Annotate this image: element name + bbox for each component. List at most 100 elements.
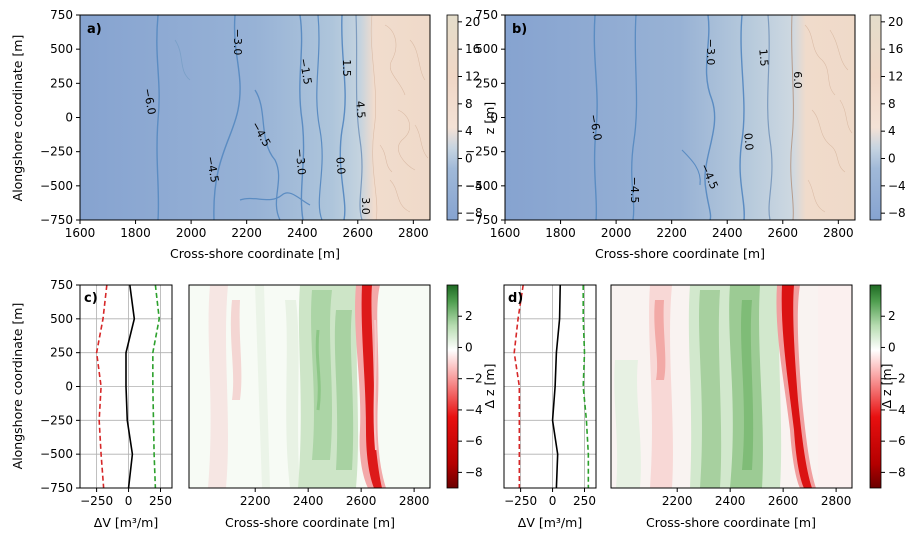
y-tick-label: −500 — [465, 179, 498, 193]
y-tick-label: 500 — [50, 312, 73, 326]
colorbar-tick-label: 8 — [465, 97, 473, 111]
x-tick-label: 2800 — [823, 226, 854, 240]
panel-a-colorbar-label: z [m] — [482, 102, 497, 134]
panel-c-lines — [95, 284, 161, 489]
x-tick-label: 2400 — [293, 494, 324, 508]
colorbar-tick-label: −4 — [888, 403, 906, 417]
y-tick-label: 250 — [50, 76, 73, 90]
panel-b-x-ticks: 1600 1800 2000 2200 2400 2600 2800 — [490, 220, 854, 240]
y-tick-label: 750 — [50, 278, 73, 292]
solid-series-line — [125, 284, 136, 489]
contour-label: 3.0 — [359, 197, 372, 215]
colorbar-tick-label: −8 — [465, 206, 483, 220]
panel-c-profile-x-label: ΔV [m³/m] — [94, 515, 158, 530]
x-tick-label: 1600 — [490, 226, 521, 240]
y-tick-label: −750 — [40, 213, 73, 227]
panel-d-map-x-label: Cross-shore coordinate [m] — [646, 515, 816, 530]
colorbar-tick-label: −6 — [465, 434, 483, 448]
y-tick-label: −250 — [40, 145, 73, 159]
panel-d-lines — [513, 284, 590, 489]
x-tick-label: 2800 — [821, 494, 852, 508]
y-tick-label: 250 — [50, 346, 73, 360]
y-tick-label: 250 — [475, 76, 498, 90]
panel-b-colorbar — [869, 14, 882, 221]
contour-label: −6.0 — [587, 113, 604, 142]
contour-label: −3.0 — [231, 29, 244, 56]
panel-a-colorbar — [446, 14, 459, 221]
y-tick-label: 0 — [65, 111, 73, 125]
colorbar-tick-label: −2 — [465, 372, 483, 386]
contour-label: 0.0 — [741, 132, 755, 151]
colorbar-tick-label: 2 — [465, 309, 473, 323]
x-tick-label: 2600 — [343, 226, 374, 240]
contour-label: −3.0 — [293, 148, 308, 176]
colorbar-tick-label: 16 — [465, 42, 480, 56]
colorbar-tick-label: 16 — [888, 42, 903, 56]
panel-c-y-ticks: 750 500 250 0 −250 −500 −750 — [40, 278, 80, 495]
panel-d-profile-frame — [503, 284, 597, 489]
contour-label: −4.5 — [628, 177, 641, 204]
x-tick-label: 250 — [149, 494, 172, 508]
panel-a-colorbar-ticks: 20 16 12 8 4 0 −4 −8 — [458, 15, 483, 220]
panel-d-map-frame — [610, 284, 853, 489]
y-tick-label: 750 — [475, 8, 498, 22]
colorbar-tick-label: −6 — [888, 434, 906, 448]
x-tick-label: 2600 — [768, 494, 799, 508]
panel-a-x-ticks: 1600 1800 2000 2200 2400 2600 2800 — [65, 220, 429, 240]
contour-label: 1.5 — [756, 48, 770, 67]
panel-b-y-ticks: 750 500 250 0−250 −500 −750 — [465, 8, 505, 227]
y-tick-label: −750 — [40, 481, 73, 495]
panel-c-map-frame — [188, 284, 431, 489]
colorbar-tick-label: 0 — [888, 340, 896, 354]
contour-label: 4.5 — [353, 100, 367, 119]
panel-c-colorbar-ticks: 2 0 −2 −4 −6 −8 — [458, 309, 483, 479]
dashed-series-line — [95, 284, 108, 489]
contour-label: 0.0 — [333, 156, 347, 175]
panel-a-label: a) — [87, 22, 102, 37]
contour-label: 1.5 — [340, 59, 353, 77]
x-tick-label: 1600 — [65, 226, 96, 240]
x-tick-label: 2200 — [231, 226, 262, 240]
panel-d-label: d) — [508, 291, 523, 306]
colorbar-tick-label: 12 — [888, 70, 903, 84]
x-tick-label: 2200 — [656, 226, 687, 240]
x-tick-label: 250 — [573, 494, 596, 508]
panel-c-colorbar — [446, 284, 459, 489]
panel-d-colorbar — [869, 284, 882, 489]
y-tick-label: 500 — [475, 42, 498, 56]
panel-c-colorbar-label: Δ z [m] — [482, 364, 497, 409]
panel-d-colorbar-label: Δ z [m] — [879, 364, 894, 409]
colorbar-tick-label: −2 — [888, 372, 906, 386]
panel-a-y-ticks: 750 500 250 0 −250 −500 −750 — [40, 8, 80, 227]
contour-label: 6.0 — [791, 71, 804, 89]
x-tick-label: −250 — [504, 494, 537, 508]
colorbar-tick-label: 0 — [465, 152, 473, 166]
panel-c-profile-x-ticks: −250 0 250 — [80, 488, 172, 508]
panel-c-map — [189, 285, 430, 488]
x-tick-label: 1800 — [545, 226, 576, 240]
panel-c-map-x-ticks: 2200 2400 2600 2800 — [240, 488, 429, 508]
panel-d-profile-x-label: ΔV [m³/m] — [518, 515, 582, 530]
colorbar-tick-label: 4 — [465, 124, 473, 138]
x-tick-label: 2600 — [346, 494, 377, 508]
contour-label: −4.5 — [204, 155, 221, 184]
x-tick-label: 2200 — [240, 494, 271, 508]
x-tick-label: 0 — [125, 494, 133, 508]
x-tick-label: 2000 — [176, 226, 207, 240]
colorbar-tick-label: −4 — [465, 179, 483, 193]
y-tick-label: −750 — [465, 213, 498, 227]
y-tick-label: −250 — [465, 145, 498, 159]
colorbar-tick-label: −4 — [465, 403, 483, 417]
panel-c-y-label: Alongshore coordinate [m] — [10, 303, 25, 470]
x-tick-label: 2600 — [768, 226, 799, 240]
x-tick-label: 2200 — [662, 494, 693, 508]
y-tick-label: −500 — [40, 447, 73, 461]
x-tick-label: 2400 — [712, 226, 743, 240]
dashed-series-line — [152, 284, 161, 489]
panel-c-map-x-label: Cross-shore coordinate [m] — [225, 515, 395, 530]
panel-d-colorbar-ticks: 2 0 −2 −4 −6 −8 — [881, 309, 906, 479]
colorbar-tick-label: −8 — [888, 465, 906, 479]
y-tick-label: 750 — [50, 8, 73, 22]
panel-a-y-label: Alongshore coordinate [m] — [10, 35, 25, 202]
colorbar-tick-label: 4 — [888, 124, 896, 138]
